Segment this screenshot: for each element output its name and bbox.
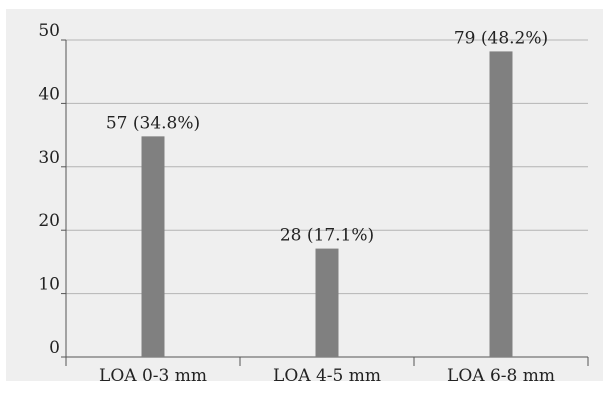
data-labels: 57 (34.8%) 28 (17.1%) 79 (48.2%): [106, 28, 548, 245]
data-label: 28 (17.1%): [280, 226, 374, 246]
y-tick-label: 10: [38, 275, 60, 295]
y-tick-label: 50: [38, 21, 60, 41]
y-tick-label: 30: [38, 148, 60, 168]
x-tick-label: LOA 4-5 mm: [273, 366, 381, 386]
bars: [141, 51, 513, 358]
y-tick-label: 40: [38, 84, 60, 104]
bar-1: [141, 136, 165, 357]
y-tick-labels: 0 10 20 30 40 50: [38, 21, 60, 358]
x-tick-label: LOA 6-8 mm: [447, 366, 555, 386]
x-tick-label: LOA 0-3 mm: [99, 366, 207, 386]
bar-2: [315, 248, 339, 357]
y-tick-label: 20: [38, 211, 60, 231]
x-tick-labels: LOA 0-3 mm LOA 4-5 mm LOA 6-8 mm: [99, 366, 555, 386]
y-tick-label: 0: [49, 338, 60, 358]
data-label: 57 (34.8%): [106, 113, 200, 133]
data-label: 79 (48.2%): [454, 28, 548, 48]
bar-3: [489, 51, 513, 358]
